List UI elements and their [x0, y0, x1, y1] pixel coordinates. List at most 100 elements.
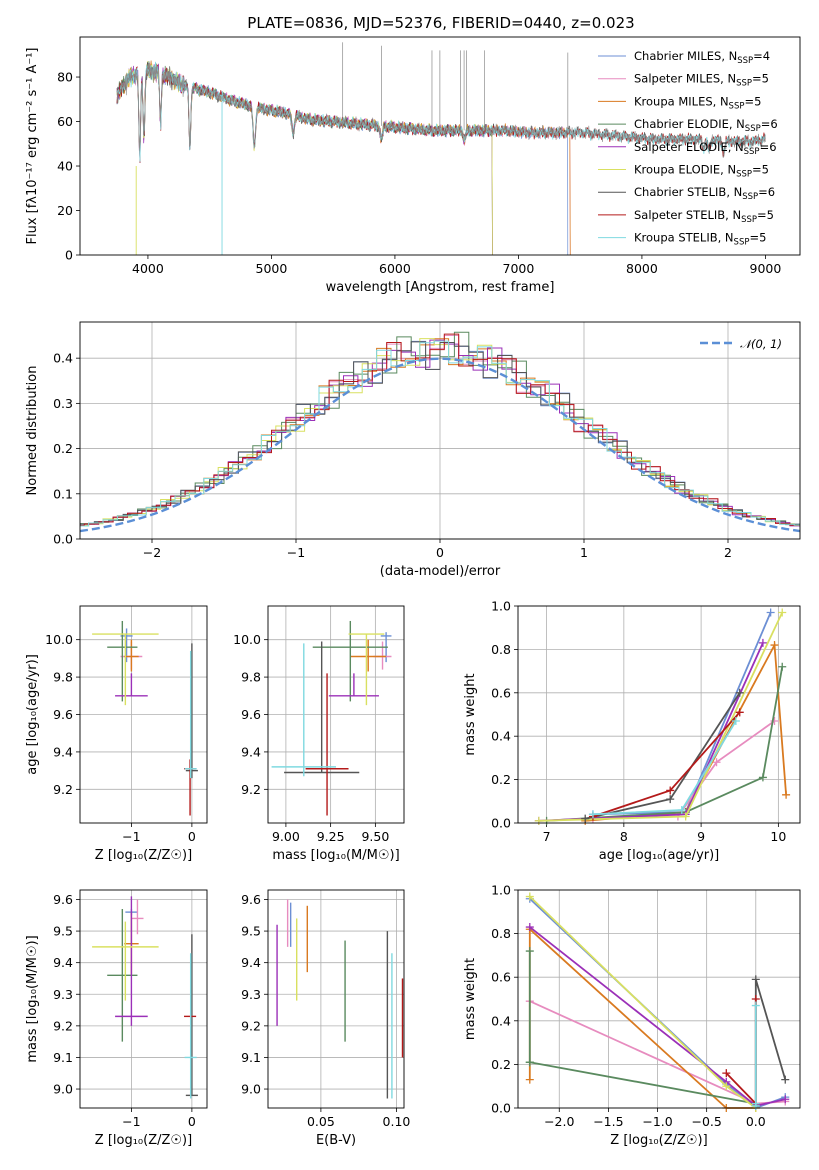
y-tick-label: 9.2	[53, 1018, 73, 1033]
x-tick-label: −2	[143, 545, 161, 560]
mass_vs_ebv-segments	[276, 899, 404, 1099]
weight-marker	[781, 1075, 790, 1084]
y-tick-label: 9.6	[53, 892, 73, 907]
weight-line	[754, 979, 787, 1106]
spectrum-xlabel: wavelength [Angstrom, rest frame]	[326, 280, 555, 295]
spectrum-axes: 4000 5000 6000 7000 8000 9000 0 20 40 60 80 wavelen…	[25, 48, 781, 296]
y-tick-label: 0.3	[53, 396, 73, 411]
legend-entry: Salpeter ELODIE, NSSP=6	[634, 140, 777, 157]
x-tick-label: 9.00	[272, 829, 300, 844]
spectrum-model-line	[116, 61, 493, 255]
y-tick-label: 80	[57, 70, 73, 85]
weight-marker	[525, 947, 534, 956]
spectrum-model-line	[116, 60, 571, 255]
x-tick-label: −1	[122, 829, 140, 844]
weight-marker	[778, 662, 787, 671]
weight_vs_age-frame	[517, 605, 801, 824]
x-tick-label: 8	[620, 829, 628, 844]
y-tick-label: 0.6	[491, 685, 511, 700]
age_vs_z-points	[92, 620, 198, 816]
legend-entry: Kroupa ELODIE, NSSP=5	[634, 163, 769, 180]
weight-marker	[751, 1099, 760, 1108]
y-tick-label: 0.0	[53, 532, 73, 547]
y-tick-label: 0.2	[491, 1057, 511, 1072]
weight-marker	[666, 786, 675, 795]
spectrum-model-line	[116, 63, 493, 255]
y-tick-label: 10.0	[233, 632, 261, 647]
spectrum-model-line	[116, 61, 571, 255]
spectrum-model-line	[116, 61, 493, 255]
mass_vs_ebv-axes: 0.05 0.10 9.0 9.1 9.2 9.3 9.4 9.5 9.6 E(B-V)	[241, 890, 410, 1148]
y-tick-label: 9.6	[241, 892, 261, 907]
legend-entry: Kroupa STELIB, NSSP=5	[634, 231, 766, 248]
x-tick-label: 0.0	[746, 1114, 766, 1129]
residual-histogram	[80, 340, 800, 527]
weight-marker	[525, 923, 534, 932]
y-tick-label: 9.4	[241, 744, 261, 759]
weight-marker	[722, 1069, 731, 1078]
weight-marker	[781, 1095, 790, 1104]
y-tick-label: 40	[57, 159, 73, 174]
x-tick-label: −1.5	[593, 1114, 623, 1129]
legend-entry: Chabrier ELODIE, NSSP=6	[634, 117, 778, 134]
weight_vs_z-ylabel: mass weight	[463, 958, 478, 1040]
x-tick-label: 9	[697, 829, 705, 844]
y-tick-label: 9.4	[53, 744, 73, 759]
weight-marker	[770, 641, 779, 650]
y-tick-label: 0.0	[491, 816, 511, 831]
y-tick-label: 0	[65, 248, 73, 263]
figure-title: PLATE=0836, MJD=52376, FIBERID=0440, z=0…	[247, 14, 634, 32]
y-tick-label: 60	[57, 114, 73, 129]
x-tick-label: 8000	[626, 261, 658, 276]
spectrum-legend: Chabrier MILES, NSSP=4 Salpeter MILES, NS…	[598, 49, 778, 248]
age_vs_mass-frame	[267, 605, 405, 824]
weight_vs_age-xlabel: age [log₁₀(age/yr)]	[599, 848, 720, 863]
legend-entry: 𝒩(0, 1)	[740, 337, 782, 351]
weight-marker	[766, 608, 775, 617]
x-tick-label: 4000	[132, 261, 164, 276]
x-tick-label: 9000	[750, 261, 782, 276]
y-tick-label: 9.2	[53, 782, 73, 797]
y-tick-label: 9.6	[53, 707, 73, 722]
x-tick-label: 7000	[503, 261, 535, 276]
x-tick-label: 9.50	[361, 829, 389, 844]
weight_vs_age-lines	[534, 608, 791, 825]
y-tick-label: 0.1	[53, 486, 73, 501]
weight-marker	[751, 1001, 760, 1010]
mass_vs_z-ylabel: mass [log₁₀(M/M☉)]	[25, 935, 40, 1062]
weight-line	[592, 612, 772, 816]
spectrum-data-line	[116, 63, 766, 157]
weight-marker	[758, 773, 767, 782]
legend-entry: Kroupa MILES, NSSP=5	[634, 94, 761, 111]
x-tick-label: 2	[724, 545, 732, 560]
y-tick-label: 0.2	[53, 441, 73, 456]
weight-marker	[735, 708, 744, 717]
age_vs_z-axes: −1 0 9.2 9.4 9.6 9.8 10.0 Z [log₁₀(Z/Z☉)] age [l…	[25, 606, 207, 863]
y-tick-label: 9.5	[53, 924, 73, 939]
residuals-ylabel: Normed distribution	[25, 366, 40, 496]
y-tick-label: 9.3	[53, 987, 73, 1002]
y-tick-label: 20	[57, 203, 73, 218]
age_vs_mass-axes: 9.00 9.25 9.50 9.2 9.4 9.6 9.8 10.0 mass [log₁₀(…	[233, 606, 404, 863]
y-tick-label: 9.3	[241, 987, 261, 1002]
y-tick-label: 9.8	[241, 670, 261, 685]
y-tick-label: 9.0	[53, 1082, 73, 1097]
mass_vs_z-axes: −1 0 9.0 9.1 9.2 9.3 9.4 9.5 9.6 Z [log₁₀(Z/Z☉)] m…	[25, 890, 207, 1148]
weight-line	[585, 641, 787, 822]
age_vs_mass-points	[271, 620, 392, 816]
x-tick-label: −1	[122, 1114, 140, 1129]
residuals-xlabel: (data-model)/error	[380, 564, 501, 579]
weight-marker	[677, 805, 686, 814]
weight-marker	[735, 688, 744, 697]
weight-marker	[751, 975, 760, 984]
age_vs_z-xlabel: Z [log₁₀(Z/Z☉)]	[95, 848, 192, 863]
age_vs_z-ylabel: age [log₁₀(age/yr)]	[25, 654, 40, 775]
age_vs_z-frame	[79, 605, 208, 824]
weight-marker	[758, 638, 767, 647]
y-tick-label: 9.6	[241, 707, 261, 722]
x-tick-label: −1	[287, 545, 305, 560]
weight_vs_age-ylabel: mass weight	[463, 673, 478, 755]
residual-histograms	[80, 331, 800, 533]
spectrum-frame	[79, 36, 801, 256]
